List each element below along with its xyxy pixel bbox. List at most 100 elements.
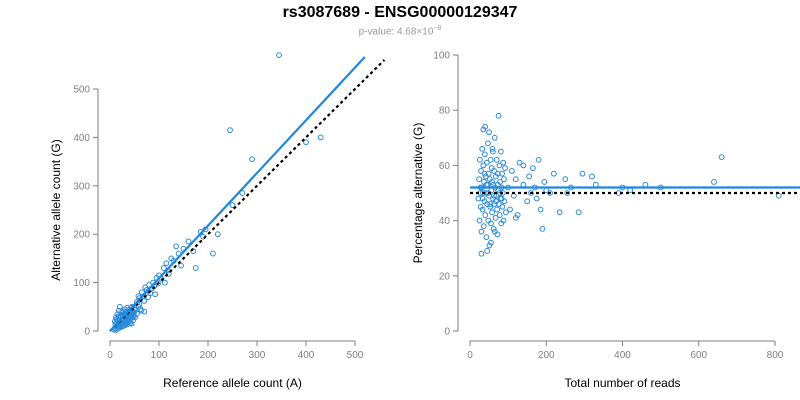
x-tick-label: 300 — [249, 350, 266, 361]
data-point — [524, 198, 531, 205]
x-tick-label: 200 — [200, 350, 217, 361]
data-point — [487, 201, 494, 207]
data-point — [491, 134, 498, 141]
data-point — [498, 195, 505, 202]
data-point — [480, 223, 487, 230]
x-tick-label: 600 — [690, 350, 707, 361]
data-point — [547, 190, 553, 196]
data-point — [115, 307, 122, 314]
data-point — [138, 307, 145, 314]
data-point — [718, 154, 725, 161]
y-tick-label: 300 — [73, 181, 90, 192]
data-point — [494, 206, 500, 213]
x-tick-label: 0 — [107, 350, 113, 361]
x-axis-title-1: Reference allele count (A) — [163, 376, 302, 390]
y-tick-label: 40 — [439, 216, 451, 227]
data-point — [173, 243, 180, 250]
data-point — [499, 203, 506, 210]
data-point — [556, 209, 563, 216]
y-tick-label: 400 — [73, 133, 90, 144]
chart-title: rs3087689 - ENSG00000129347 — [282, 4, 518, 21]
data-point — [509, 168, 515, 174]
data-point — [481, 170, 488, 177]
data-point — [535, 156, 542, 163]
y-tick-label: 60 — [439, 161, 451, 172]
data-point — [500, 159, 507, 166]
data-point — [479, 206, 486, 213]
x-tick-label: 100 — [151, 350, 168, 361]
data-point — [161, 279, 168, 286]
chart-subtitle: p-value: 4.68×10−8 — [0, 25, 800, 37]
y-axis-title-1: Alternative allele count (G) — [49, 139, 63, 280]
data-point — [507, 206, 513, 213]
data-point — [178, 262, 184, 269]
data-point — [483, 159, 490, 166]
y-tick-label: 20 — [439, 271, 451, 282]
data-point — [484, 248, 491, 254]
data-point — [589, 173, 595, 180]
data-point — [500, 217, 507, 224]
data-point — [489, 145, 496, 152]
data-point — [229, 202, 236, 209]
data-point — [478, 228, 485, 235]
data-point — [493, 198, 499, 205]
data-point — [155, 280, 161, 287]
data-point — [512, 176, 519, 183]
data-point — [118, 321, 125, 328]
data-point — [491, 168, 497, 174]
data-point — [227, 127, 233, 134]
data-point — [499, 170, 505, 177]
x-tick-label: 200 — [538, 350, 555, 361]
reference-line-1 — [109, 59, 386, 332]
data-point — [485, 170, 492, 177]
data-point — [249, 156, 256, 163]
data-point — [134, 310, 140, 317]
data-point — [475, 195, 482, 202]
data-point — [533, 195, 540, 202]
data-point — [488, 239, 494, 246]
data-point — [528, 190, 534, 196]
y-tick-label: 100 — [433, 51, 450, 62]
data-point — [562, 176, 569, 183]
y-tick-label: 500 — [73, 85, 90, 96]
p-value-text: p-value: 4.68×10 — [358, 26, 434, 38]
data-point — [502, 165, 508, 172]
data-point — [483, 234, 490, 241]
p-value-exponent: −8 — [433, 25, 442, 32]
y-axis-title-2: Percentage alternative (G) — [411, 123, 425, 264]
data-point — [141, 308, 148, 315]
y-tick-label: 200 — [73, 230, 90, 241]
data-point — [487, 156, 494, 163]
data-point — [530, 165, 536, 172]
data-point — [116, 303, 123, 310]
data-point — [496, 162, 503, 169]
data-point — [512, 214, 519, 221]
data-point — [550, 170, 557, 177]
data-point — [496, 212, 503, 218]
data-point — [141, 298, 148, 304]
y-tick-label: 0 — [444, 327, 450, 338]
data-point — [479, 145, 486, 152]
data-point — [516, 159, 523, 166]
data-point — [520, 162, 527, 169]
data-point — [481, 151, 488, 158]
y-tick-label: 0 — [84, 327, 90, 338]
data-point — [476, 176, 483, 183]
data-point — [276, 52, 282, 59]
data-point — [501, 176, 507, 183]
data-point — [239, 190, 246, 196]
x-tick-label: 500 — [347, 350, 364, 361]
data-point — [539, 225, 546, 232]
data-point — [491, 228, 498, 235]
data-point — [489, 179, 496, 185]
x-tick-label: 400 — [298, 350, 315, 361]
data-point — [488, 220, 494, 227]
data-point — [489, 148, 496, 155]
data-point — [526, 173, 532, 180]
x-axis-title-2: Total number of reads — [564, 376, 680, 390]
data-point — [122, 322, 129, 329]
data-point — [127, 320, 133, 327]
data-point — [492, 214, 499, 221]
data-point — [537, 206, 544, 213]
